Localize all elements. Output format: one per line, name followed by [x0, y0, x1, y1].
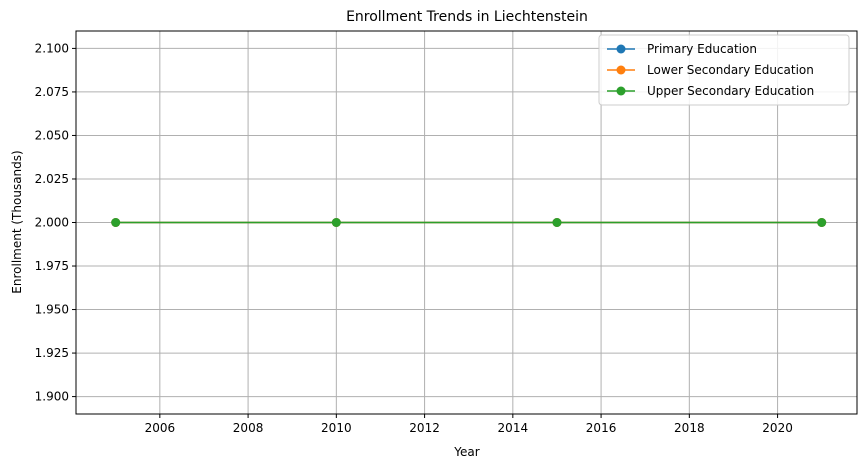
legend-marker	[616, 44, 626, 54]
y-axis-ticks: 1.900 1.925 1.950 1.975 2.000 2.025 2.050 2.075…	[35, 41, 76, 404]
x-axis-ticks: 2006 2008 2010 2012 2014 2016 2018 2020	[145, 414, 793, 435]
series-layer	[111, 218, 827, 227]
y-tick-label: 2.100	[35, 41, 69, 55]
x-tick-label: 2010	[321, 421, 352, 435]
y-tick-label: 2.075	[35, 85, 69, 99]
y-tick-label: 2.025	[35, 172, 69, 186]
legend-marker	[616, 86, 626, 96]
x-tick-label: 2014	[498, 421, 529, 435]
x-tick-label: 2018	[674, 421, 705, 435]
legend-box	[598, 34, 850, 106]
y-tick-label: 2.050	[35, 128, 69, 142]
y-tick-label: 2.000	[35, 216, 69, 230]
legend-item: Lower Secondary Education	[607, 63, 814, 77]
data-point	[817, 218, 827, 227]
y-tick-label: 1.925	[35, 346, 69, 360]
data-point	[111, 218, 121, 227]
chart-title: Enrollment Trends in Liechtenstein	[346, 9, 588, 25]
x-tick-label: 2012	[409, 421, 440, 435]
y-tick-label: 1.900	[35, 390, 69, 404]
x-axis-label: Year	[453, 445, 479, 459]
legend-item: Primary Education	[607, 42, 757, 56]
x-tick-label: 2016	[586, 421, 617, 435]
legend-item: Upper Secondary Education	[607, 84, 814, 98]
y-axis-label: Enrollment (Thousands)	[10, 150, 24, 293]
x-tick-label: 2008	[233, 421, 264, 435]
legend-label: Primary Education	[647, 42, 757, 56]
y-tick-label: 1.975	[35, 259, 69, 273]
legend: Primary Education Lower Secondary Educati…	[598, 34, 850, 106]
y-tick-label: 1.950	[35, 303, 69, 317]
x-tick-label: 2006	[145, 421, 176, 435]
series-3	[111, 218, 827, 227]
plot-area-frame	[75, 30, 858, 415]
legend-label: Lower Secondary Education	[647, 63, 814, 77]
legend-marker	[616, 65, 626, 75]
data-point	[552, 218, 562, 227]
data-point	[331, 218, 341, 227]
x-tick-label: 2020	[762, 421, 793, 435]
legend-label: Upper Secondary Education	[647, 84, 814, 98]
